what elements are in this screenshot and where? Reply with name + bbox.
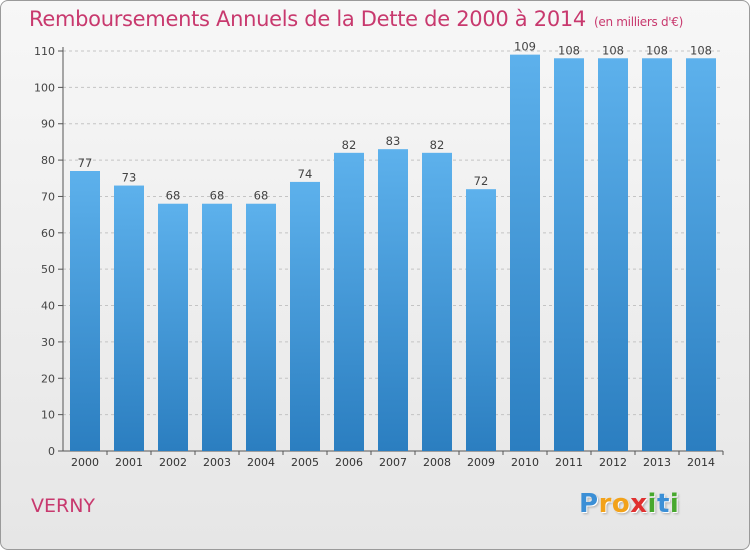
x-tick-label: 2005 (291, 456, 319, 469)
bar (686, 58, 716, 451)
logo-letter: P (579, 489, 599, 519)
x-tick-label: 2007 (379, 456, 407, 469)
logo-letter: i (669, 489, 680, 519)
logo-letter: i (647, 489, 657, 519)
x-tick-label: 2000 (71, 456, 99, 469)
chart-unit: (en milliers d'€) (594, 15, 684, 29)
bar (114, 185, 144, 451)
data-label: 68 (166, 189, 181, 203)
data-label: 108 (558, 43, 580, 57)
x-tick-label: 2008 (423, 456, 451, 469)
bar (70, 171, 100, 451)
data-label: 82 (430, 138, 445, 152)
logo-letter: x (630, 489, 648, 519)
y-tick-label: 30 (41, 336, 55, 349)
data-label: 74 (298, 167, 313, 181)
x-tick-label: 2011 (555, 456, 583, 469)
proxiti-logo: Proxiti (579, 489, 679, 523)
data-label: 83 (386, 134, 401, 148)
data-label: 72 (474, 174, 489, 188)
x-tick-label: 2014 (687, 456, 715, 469)
y-tick-label: 70 (41, 190, 55, 203)
chart-title: Remboursements Annuels de la Dette de 20… (29, 7, 683, 31)
bar (598, 58, 628, 451)
x-tick-label: 2012 (599, 456, 627, 469)
logo-letter: r (598, 489, 612, 519)
y-tick-label: 40 (41, 300, 55, 313)
x-tick-label: 2009 (467, 456, 495, 469)
data-label: 108 (646, 43, 668, 57)
bar (510, 54, 540, 452)
data-label: 108 (602, 43, 624, 57)
y-tick-label: 10 (41, 409, 55, 422)
x-tick-label: 2004 (247, 456, 275, 469)
data-label: 109 (514, 40, 536, 54)
data-label: 77 (78, 156, 93, 170)
x-tick-label: 2001 (115, 456, 143, 469)
bar (422, 152, 452, 451)
x-tick-label: 2013 (643, 456, 671, 469)
y-tick-label: 90 (41, 118, 55, 131)
bar (642, 58, 672, 451)
logo-letter: t (656, 489, 670, 519)
bar (158, 203, 188, 451)
y-tick-label: 50 (41, 263, 55, 276)
bar (378, 149, 408, 451)
y-tick-label: 80 (41, 154, 55, 167)
bar (466, 189, 496, 451)
y-tick-label: 20 (41, 372, 55, 385)
data-label: 68 (210, 189, 225, 203)
x-tick-label: 2006 (335, 456, 363, 469)
data-label: 73 (122, 171, 137, 185)
bar (290, 181, 320, 451)
data-label: 68 (254, 189, 269, 203)
y-tick-label: 110 (34, 45, 55, 58)
bar (554, 58, 584, 451)
y-tick-label: 100 (34, 81, 55, 94)
bar (202, 203, 232, 451)
x-tick-label: 2010 (511, 456, 539, 469)
commune-name: VERNY (31, 495, 96, 517)
data-label: 108 (690, 43, 712, 57)
x-tick-label: 2002 (159, 456, 187, 469)
chart-title-text: Remboursements Annuels de la Dette de 20… (29, 7, 586, 31)
y-tick-label: 0 (48, 445, 55, 458)
bar (246, 203, 276, 451)
logo-letter: o (611, 489, 631, 519)
x-tick-label: 2003 (203, 456, 231, 469)
bar (334, 152, 364, 451)
data-label: 82 (342, 138, 357, 152)
y-tick-label: 60 (41, 227, 55, 240)
